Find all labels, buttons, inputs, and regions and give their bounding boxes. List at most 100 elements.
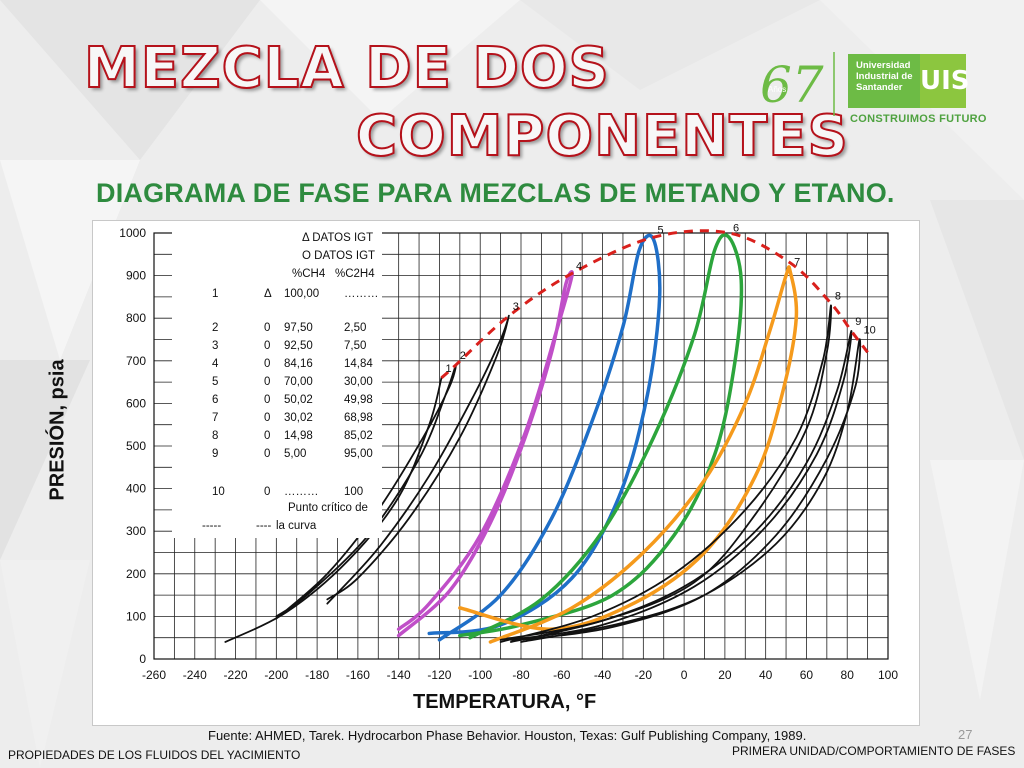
legend-cell-ch4: 5,00: [284, 448, 307, 460]
legend-row: 5 0 70,00 30,00: [172, 376, 382, 392]
footer-course: PROPIEDADES DE LOS FLUIDOS DEL YACIMIENT…: [8, 748, 301, 762]
y-tick-label: 200: [126, 567, 146, 581]
legend-cell-ch4: 92,50: [284, 340, 313, 352]
legend-cell-sym: Δ: [264, 288, 272, 300]
legend-cell-c2h4: 7,50: [344, 340, 367, 352]
y-tick-label: 400: [126, 482, 146, 496]
legend-cell-c2h4: 30,00: [344, 376, 373, 388]
legend-cell-ch4: 70,00: [284, 376, 313, 388]
curve-label-4: 4: [576, 261, 582, 273]
legend-dash1: -----: [202, 520, 222, 532]
y-tick-label: 900: [126, 269, 146, 283]
x-tick-label: -160: [346, 668, 370, 682]
x-tick-label: -140: [387, 668, 411, 682]
legend-row: 2 0 97,50 2,50: [172, 322, 382, 338]
legend-row: 10 0……… 100: [172, 486, 382, 502]
legend-cell-n: 8: [212, 430, 219, 442]
legend-cell-ch4: 84,16: [284, 358, 313, 370]
x-tick-label: -60: [553, 668, 571, 682]
legend-header1: Δ DATOS IGT: [302, 232, 374, 244]
chart-subtitle: DIAGRAMA DE FASE PARA MEZCLAS DE METANO …: [96, 178, 895, 208]
x-tick-label: -260: [142, 668, 166, 682]
legend-row: 3 0 92,50 7,50: [172, 340, 382, 356]
slide-title-line1: MEZCLA DE DOS: [83, 35, 610, 102]
x-tick-label: -220: [224, 668, 248, 682]
legend-cell-n: 6: [212, 394, 219, 406]
x-axis-title: TEMPERATURA, °F: [413, 691, 597, 713]
legend-cell-ch4: 30,02: [284, 412, 313, 424]
legend-cell-ch4: 100,00: [284, 288, 320, 300]
phase-envelope-9: [509, 330, 853, 643]
phase-envelope-7: [458, 265, 799, 644]
x-tick-label: -180: [305, 668, 329, 682]
legend-row: 6 0 50,02 49,98: [172, 394, 382, 410]
phase-envelope-3: [326, 314, 510, 605]
anniversary-logo: 67 Años: [760, 52, 835, 116]
y-tick-label: 700: [126, 354, 146, 368]
legend-cell-n: 10: [212, 486, 225, 498]
legend-cell-sym: 0: [264, 430, 271, 442]
curve-label-10: 10: [863, 325, 875, 337]
legend-col-ch4: %CH4: [292, 268, 326, 280]
source-citation: Fuente: AHMED, Tarek. Hydrocarbon Phase …: [208, 728, 807, 743]
legend-cell-sym: 0: [264, 394, 271, 406]
x-tick-label: 100: [878, 668, 898, 682]
legend-cell-sym: 0: [264, 412, 271, 424]
legend-cell-n: 1: [212, 288, 219, 300]
critical-point-locus: [440, 229, 869, 379]
phase-envelope-8: [499, 304, 833, 643]
legend-row: 1 Δ 100,00 ………: [172, 288, 382, 304]
legend-critical-text1: Punto crítico de: [288, 502, 368, 514]
phase-envelope-6: [458, 233, 744, 640]
curve-label-3: 3: [513, 301, 519, 313]
slide-title-line2: COMPONENTES: [355, 103, 849, 170]
legend-cell-sym: 0: [264, 448, 271, 460]
legend-cell-c2h4: ………: [344, 288, 379, 300]
university-mark: UIS: [920, 54, 970, 108]
legend-cell-c2h4: 95,00: [344, 448, 373, 460]
legend-dash2: ----: [256, 520, 272, 532]
legend-cell-c2h4: 100: [344, 486, 364, 498]
anniversary-word: Años: [768, 85, 786, 94]
phase-envelope-10: [520, 338, 862, 643]
legend-row: 4 0 84,16 14,84: [172, 358, 382, 374]
y-tick-label: 500: [126, 439, 146, 453]
university-tagline: CONSTRUIMOS FUTURO: [850, 113, 987, 125]
y-tick-label: 1000: [119, 226, 146, 240]
y-tick-label: 800: [126, 311, 146, 325]
x-tick-label: 80: [841, 668, 855, 682]
legend-cell-c2h4: 14,84: [344, 358, 373, 370]
legend-table: Δ DATOS IGT O DATOS IGT %CH4 %C2H4 1 Δ 100…: [172, 230, 382, 538]
curve-label-2: 2: [460, 350, 466, 362]
legend-row: 9 0 5,00 95,00: [172, 448, 382, 464]
y-tick-label: 0: [139, 652, 146, 666]
y-axis-title: PRESIÓN, psia: [46, 359, 69, 501]
x-tick-label: -20: [635, 668, 653, 682]
legend-cell-c2h4: 49,98: [344, 394, 373, 406]
legend-cell-n: 5: [212, 376, 219, 388]
page-number: 27: [958, 727, 973, 742]
y-tick-label: 300: [126, 524, 146, 538]
legend-cell-sym: 0: [264, 358, 271, 370]
x-tick-label: 60: [800, 668, 814, 682]
legend-cell-n: 9: [212, 448, 219, 460]
x-tick-label: -80: [512, 668, 530, 682]
curve-label-5: 5: [658, 224, 664, 236]
legend-cell-n: 7: [212, 412, 219, 424]
legend-cell-sym: 0: [264, 486, 271, 498]
y-tick-label: 600: [126, 396, 146, 410]
curve-label-6: 6: [733, 222, 739, 234]
x-tick-label: 20: [718, 668, 732, 682]
x-tick-label: 40: [759, 668, 773, 682]
footer-unit: PRIMERA UNIDAD/COMPORTAMIENTO DE FASES: [732, 744, 1016, 758]
legend-cell-ch4: 14,98: [284, 430, 313, 442]
x-tick-label: 0: [681, 668, 688, 682]
x-tick-label: -100: [468, 668, 492, 682]
university-logo: Universidad Industrial de Santander UIS: [848, 54, 970, 108]
legend-cell-c2h4: 85,02: [344, 430, 373, 442]
legend-cell-ch4: 97,50: [284, 322, 313, 334]
curve-label-7: 7: [794, 256, 800, 268]
phase-envelope-5: [427, 233, 662, 642]
legend-cell-sym: 0: [264, 376, 271, 388]
